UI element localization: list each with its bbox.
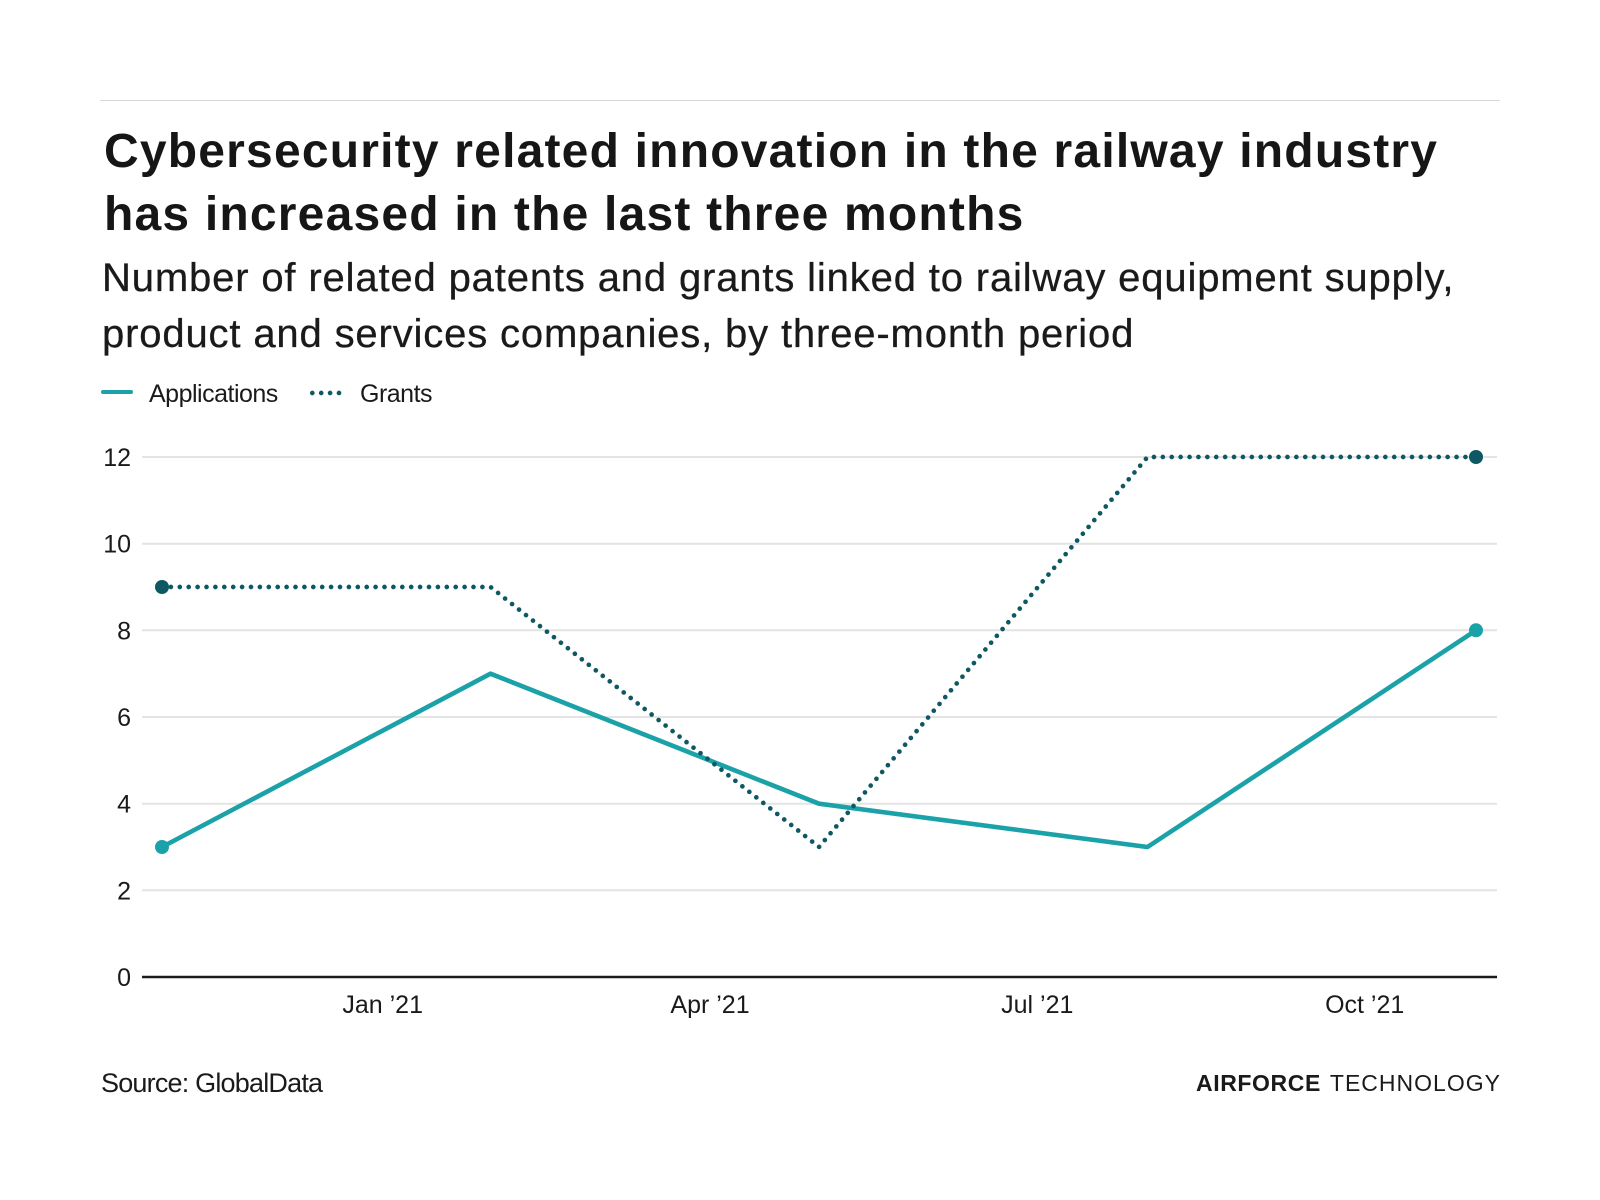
svg-text:6: 6 [117,704,131,732]
svg-text:Oct ’21: Oct ’21 [1325,991,1404,1019]
svg-text:Apr ’21: Apr ’21 [670,991,749,1019]
svg-text:0: 0 [117,964,131,992]
svg-text:8: 8 [117,617,131,645]
svg-text:Jan ’21: Jan ’21 [342,991,423,1019]
svg-text:Jul ’21: Jul ’21 [1001,991,1073,1019]
svg-text:10: 10 [103,531,131,559]
svg-text:2: 2 [117,877,131,905]
svg-text:4: 4 [117,791,131,819]
svg-text:12: 12 [103,444,131,472]
